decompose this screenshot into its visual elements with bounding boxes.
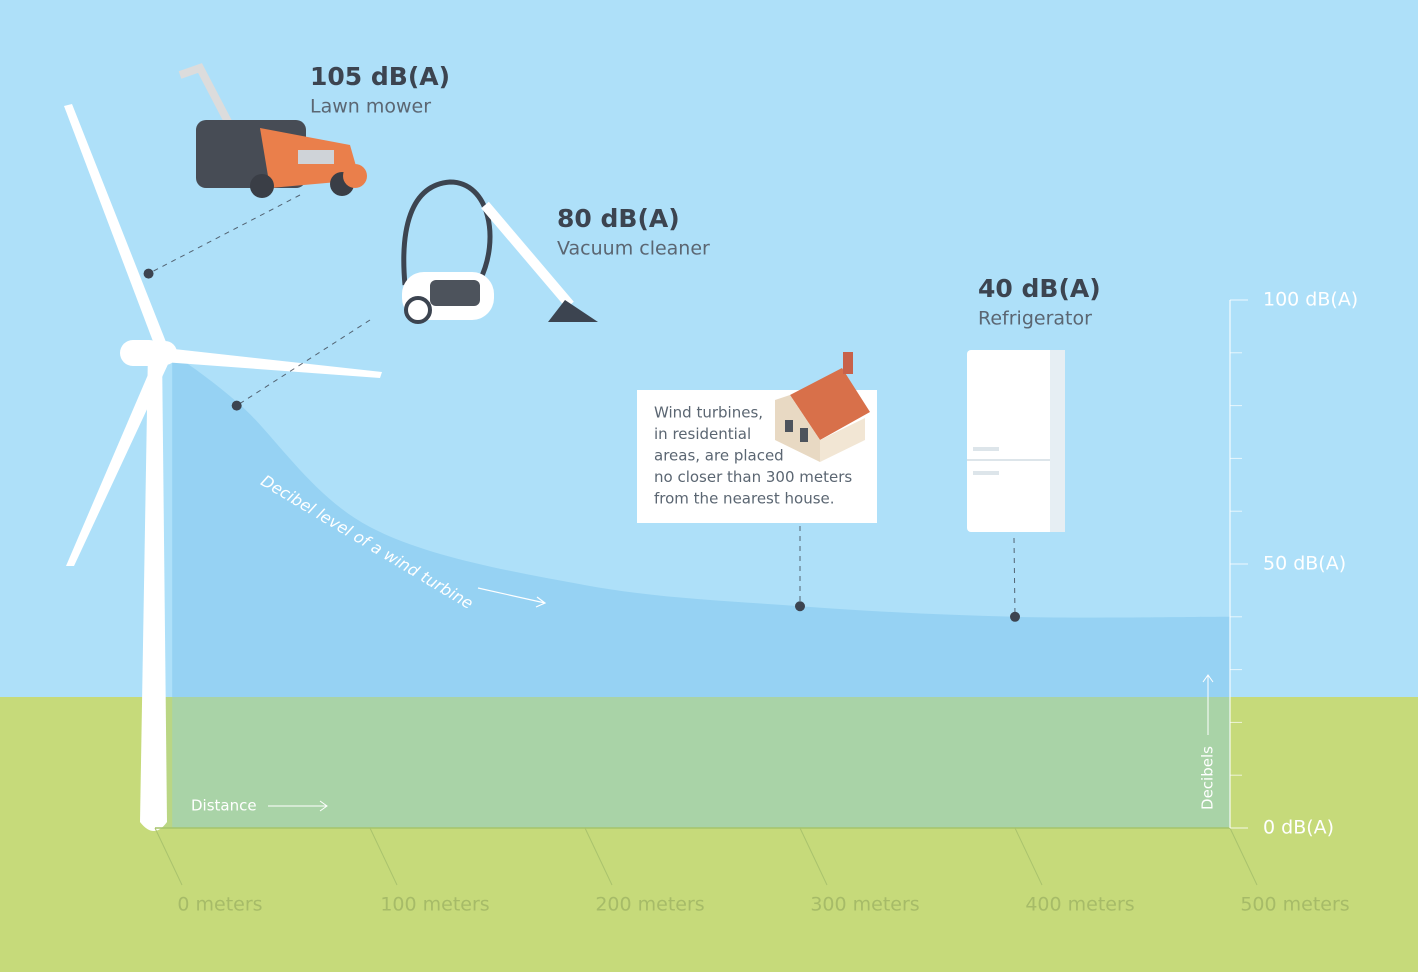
- note-text: areas, are placed: [654, 447, 784, 465]
- vacuum-cleaner-icon: [401, 179, 598, 324]
- x-tick-label: 100 meters: [380, 894, 489, 916]
- x-tick: [154, 827, 183, 886]
- x-tick-label: 200 meters: [595, 894, 704, 916]
- note-text: Wind turbines,: [654, 404, 763, 422]
- ground-overlay: [155, 697, 1230, 828]
- y-axis-label: Decibels: [1199, 746, 1217, 810]
- plot: [155, 352, 1231, 828]
- note-text: in residential: [654, 425, 751, 443]
- lawn-mower-icon: [178, 63, 367, 198]
- x-tick-label: 300 meters: [810, 894, 919, 916]
- leader-line: [1013, 537, 1016, 617]
- annotation-point: [143, 268, 154, 279]
- y-axis-arrow: [1202, 674, 1214, 735]
- y-tick-label: 100 dB(A): [1263, 289, 1358, 311]
- annotation-name: Vacuum cleaner: [557, 238, 710, 260]
- annotation-point: [231, 400, 242, 411]
- x-tick: [584, 827, 613, 886]
- x-tick-label: 500 meters: [1240, 894, 1349, 916]
- x-tick-label: 0 meters: [177, 894, 262, 916]
- house-icon: [775, 352, 870, 462]
- leader-line: [236, 319, 371, 407]
- y-tick-label: 0 dB(A): [1263, 817, 1334, 839]
- refrigerator-icon: [967, 350, 1065, 532]
- annotation-value: 80 dB(A): [557, 204, 680, 233]
- annotation-name: Lawn mower: [310, 96, 431, 118]
- x-tick: [1014, 827, 1043, 886]
- note-text: from the nearest house.: [654, 490, 835, 508]
- x-axis-arrow: [268, 800, 328, 812]
- annotation-value: 105 dB(A): [310, 62, 450, 91]
- y-tick-label: 50 dB(A): [1263, 553, 1346, 575]
- annotation-name: Refrigerator: [978, 308, 1092, 330]
- note-text: no closer than 300 meters: [654, 468, 852, 486]
- x-tick: [369, 827, 398, 886]
- series-arrow: [477, 587, 547, 608]
- x-tick-label: 400 meters: [1025, 894, 1134, 916]
- x-axis-label: Distance: [191, 797, 257, 815]
- wind-turbine: [64, 104, 382, 831]
- leader-line: [148, 194, 301, 275]
- x-tick: [799, 827, 828, 886]
- annotation-point: [1010, 611, 1020, 622]
- x-tick: [1229, 827, 1258, 886]
- annotation-value: 40 dB(A): [978, 274, 1101, 303]
- note-point: [795, 601, 805, 612]
